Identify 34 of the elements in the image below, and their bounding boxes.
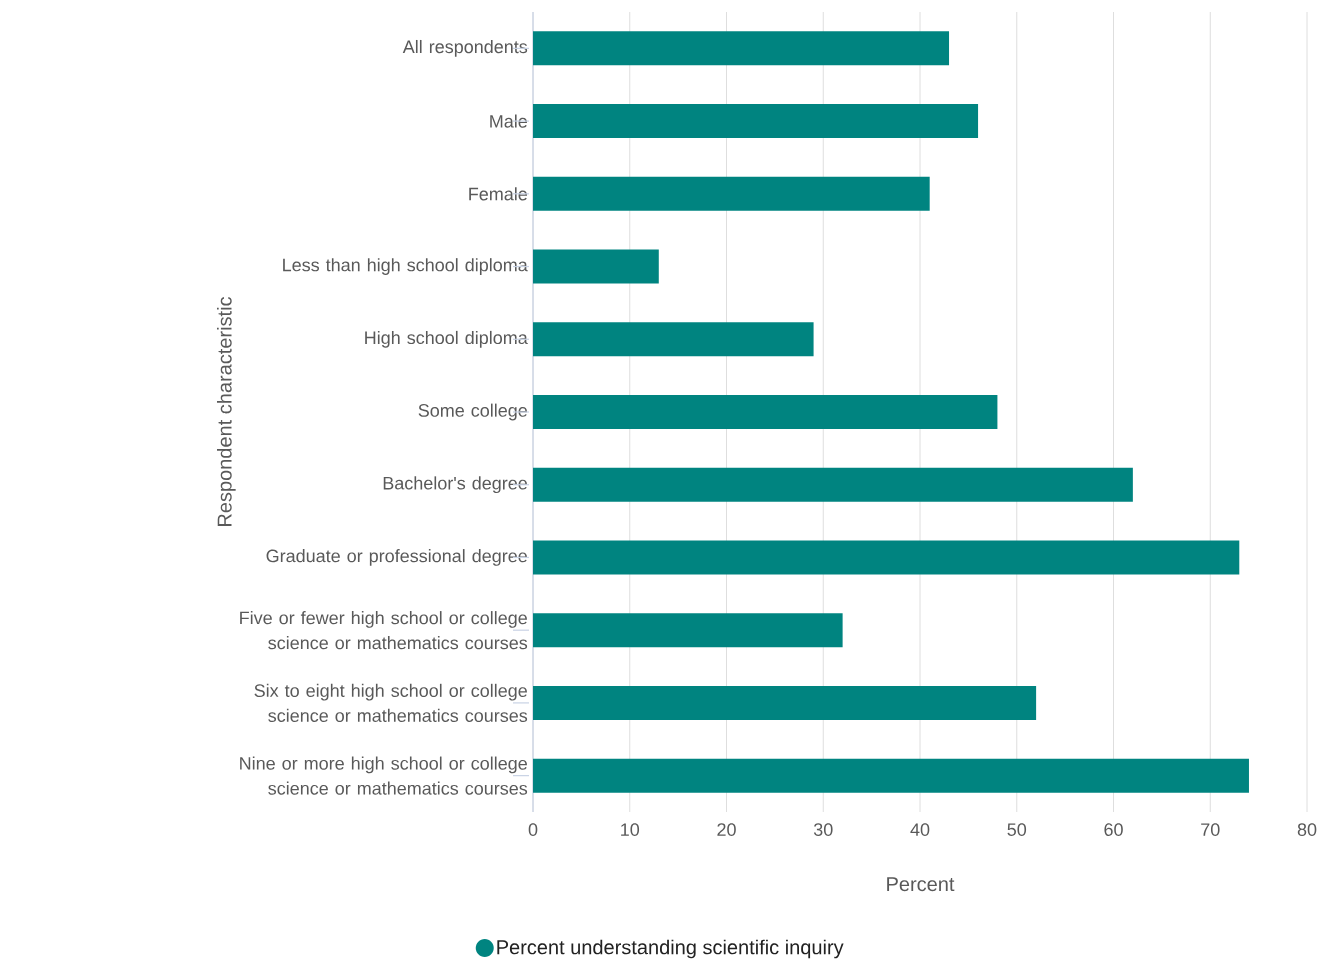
x-tick-label: 60 [1104,823,1123,836]
bar [533,322,814,357]
y-tick-label: Nine or more high school or college science or mathematics courses [240,756,528,795]
bar [533,249,659,284]
x-tick-label: 0 [528,823,538,836]
x-tick-label: 50 [1007,823,1027,836]
y-tick-label: Bachelor's degree [383,476,527,494]
x-tick-label: 40 [910,823,930,836]
y-tick-label: Less than high school diploma [283,258,528,275]
y-tick-label: Graduate or professional degree [266,549,527,566]
y-tick-label: Male [490,114,528,128]
bar [533,31,950,66]
y-tick-label: High school diploma [365,330,528,348]
x-tick-label: 70 [1201,823,1220,836]
x-tick-label: 80 [1297,823,1317,836]
y-axis-title: Respondent characteristic [216,296,236,526]
x-tick-label: 20 [717,823,736,836]
y-tick-label: Six to eight high school or college science or mathematics courses [254,683,528,723]
legend-label: Percent understanding scientific inquiry [497,939,844,959]
bar [533,758,1249,793]
bar [533,467,1133,502]
bar [533,540,1240,575]
y-tick-label: Female [469,187,528,201]
bar [533,104,979,139]
bar [533,613,843,648]
bar [533,395,998,429]
bar [533,176,930,211]
x-axis-title: Percent [887,877,955,892]
y-tick-label: All respondents [402,39,528,57]
x-tick-label: 10 [621,823,640,836]
y-tick-label: Some college [418,403,527,421]
x-tick-label: 30 [813,823,833,836]
bar [533,685,1037,720]
y-tick-label: Five or fewer high school or college science or mathematics courses [240,611,528,650]
